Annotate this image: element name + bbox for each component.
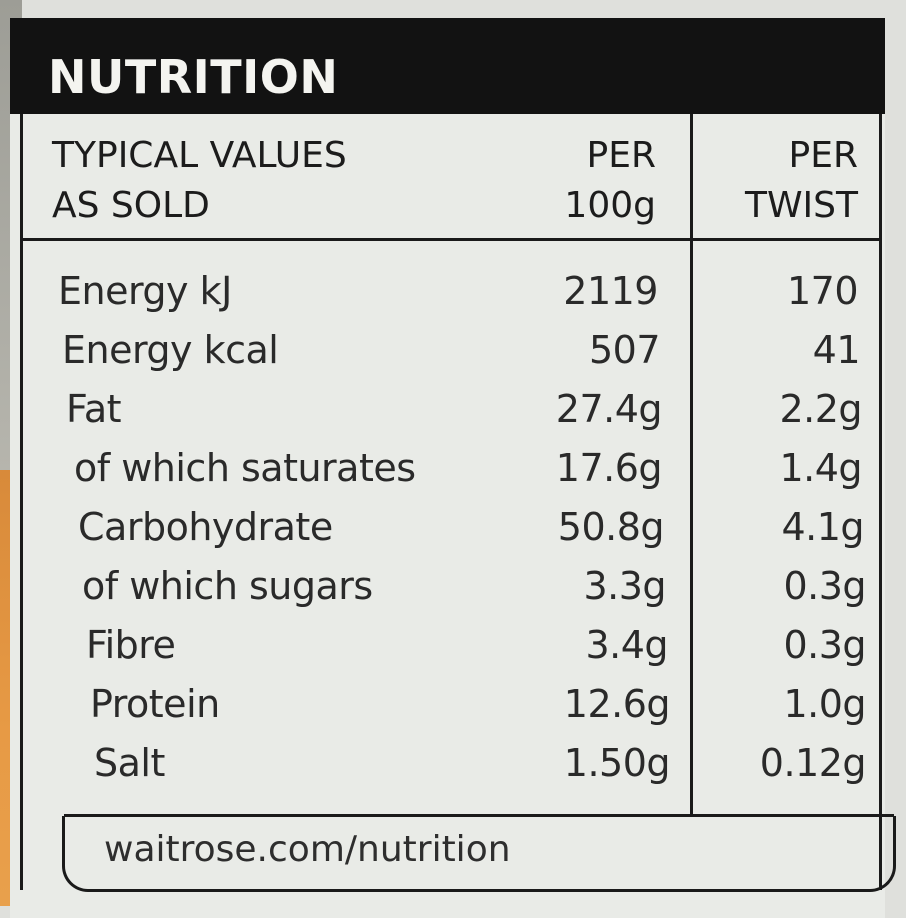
row-value-pertwist: 1.0g	[783, 682, 866, 726]
row-label: Fat	[66, 387, 122, 431]
nutrition-website-text: waitrose.com/nutrition	[104, 829, 511, 870]
table-bottom-divider	[64, 814, 894, 817]
row-value-per100: 1.50g	[563, 741, 671, 785]
row-value-per100: 17.6g	[555, 446, 663, 490]
row-value-pertwist: 0.3g	[783, 564, 866, 608]
header-row-divider	[20, 238, 882, 241]
column-header-pertwist-line2: TWIST	[744, 185, 858, 226]
column-divider	[690, 114, 693, 816]
column-header-label-line1: TYPICAL VALUES	[52, 135, 347, 176]
row-label: Protein	[90, 682, 220, 726]
row-value-pertwist: 0.3g	[783, 623, 866, 667]
column-header-per100-line2: 100g	[564, 185, 656, 226]
column-header-label-line2: AS SOLD	[52, 185, 210, 226]
nutrition-title: NUTRITION	[48, 50, 339, 104]
row-label: of which saturates	[74, 446, 416, 490]
row-value-pertwist: 4.1g	[781, 505, 864, 549]
row-label: of which sugars	[82, 564, 373, 608]
row-value-per100: 3.3g	[583, 564, 666, 608]
column-header-pertwist-line1: PER	[788, 135, 858, 176]
row-value-per100: 3.4g	[585, 623, 668, 667]
column-header-per100-line1: PER	[586, 135, 656, 176]
row-label: Energy kcal	[62, 328, 279, 372]
row-value-per100: 2119	[563, 269, 658, 313]
row-value-per100: 50.8g	[557, 505, 665, 549]
row-label: Salt	[94, 741, 165, 785]
row-label: Fibre	[86, 623, 176, 667]
footer-box	[62, 816, 896, 892]
row-label: Energy kJ	[58, 269, 232, 313]
nutrition-panel	[10, 18, 885, 918]
nutrition-table-frame	[20, 114, 882, 890]
row-value-pertwist: 2.2g	[779, 387, 862, 431]
row-value-per100: 507	[588, 328, 661, 372]
row-value-pertwist: 41	[812, 328, 861, 372]
nutrition-header: NUTRITION	[10, 18, 885, 114]
row-value-pertwist: 1.4g	[779, 446, 862, 490]
row-value-pertwist: 170	[786, 269, 859, 313]
row-value-pertwist: 0.12g	[759, 741, 867, 785]
row-value-per100: 27.4g	[555, 387, 663, 431]
row-value-per100: 12.6g	[563, 682, 671, 726]
row-label: Carbohydrate	[78, 505, 333, 549]
